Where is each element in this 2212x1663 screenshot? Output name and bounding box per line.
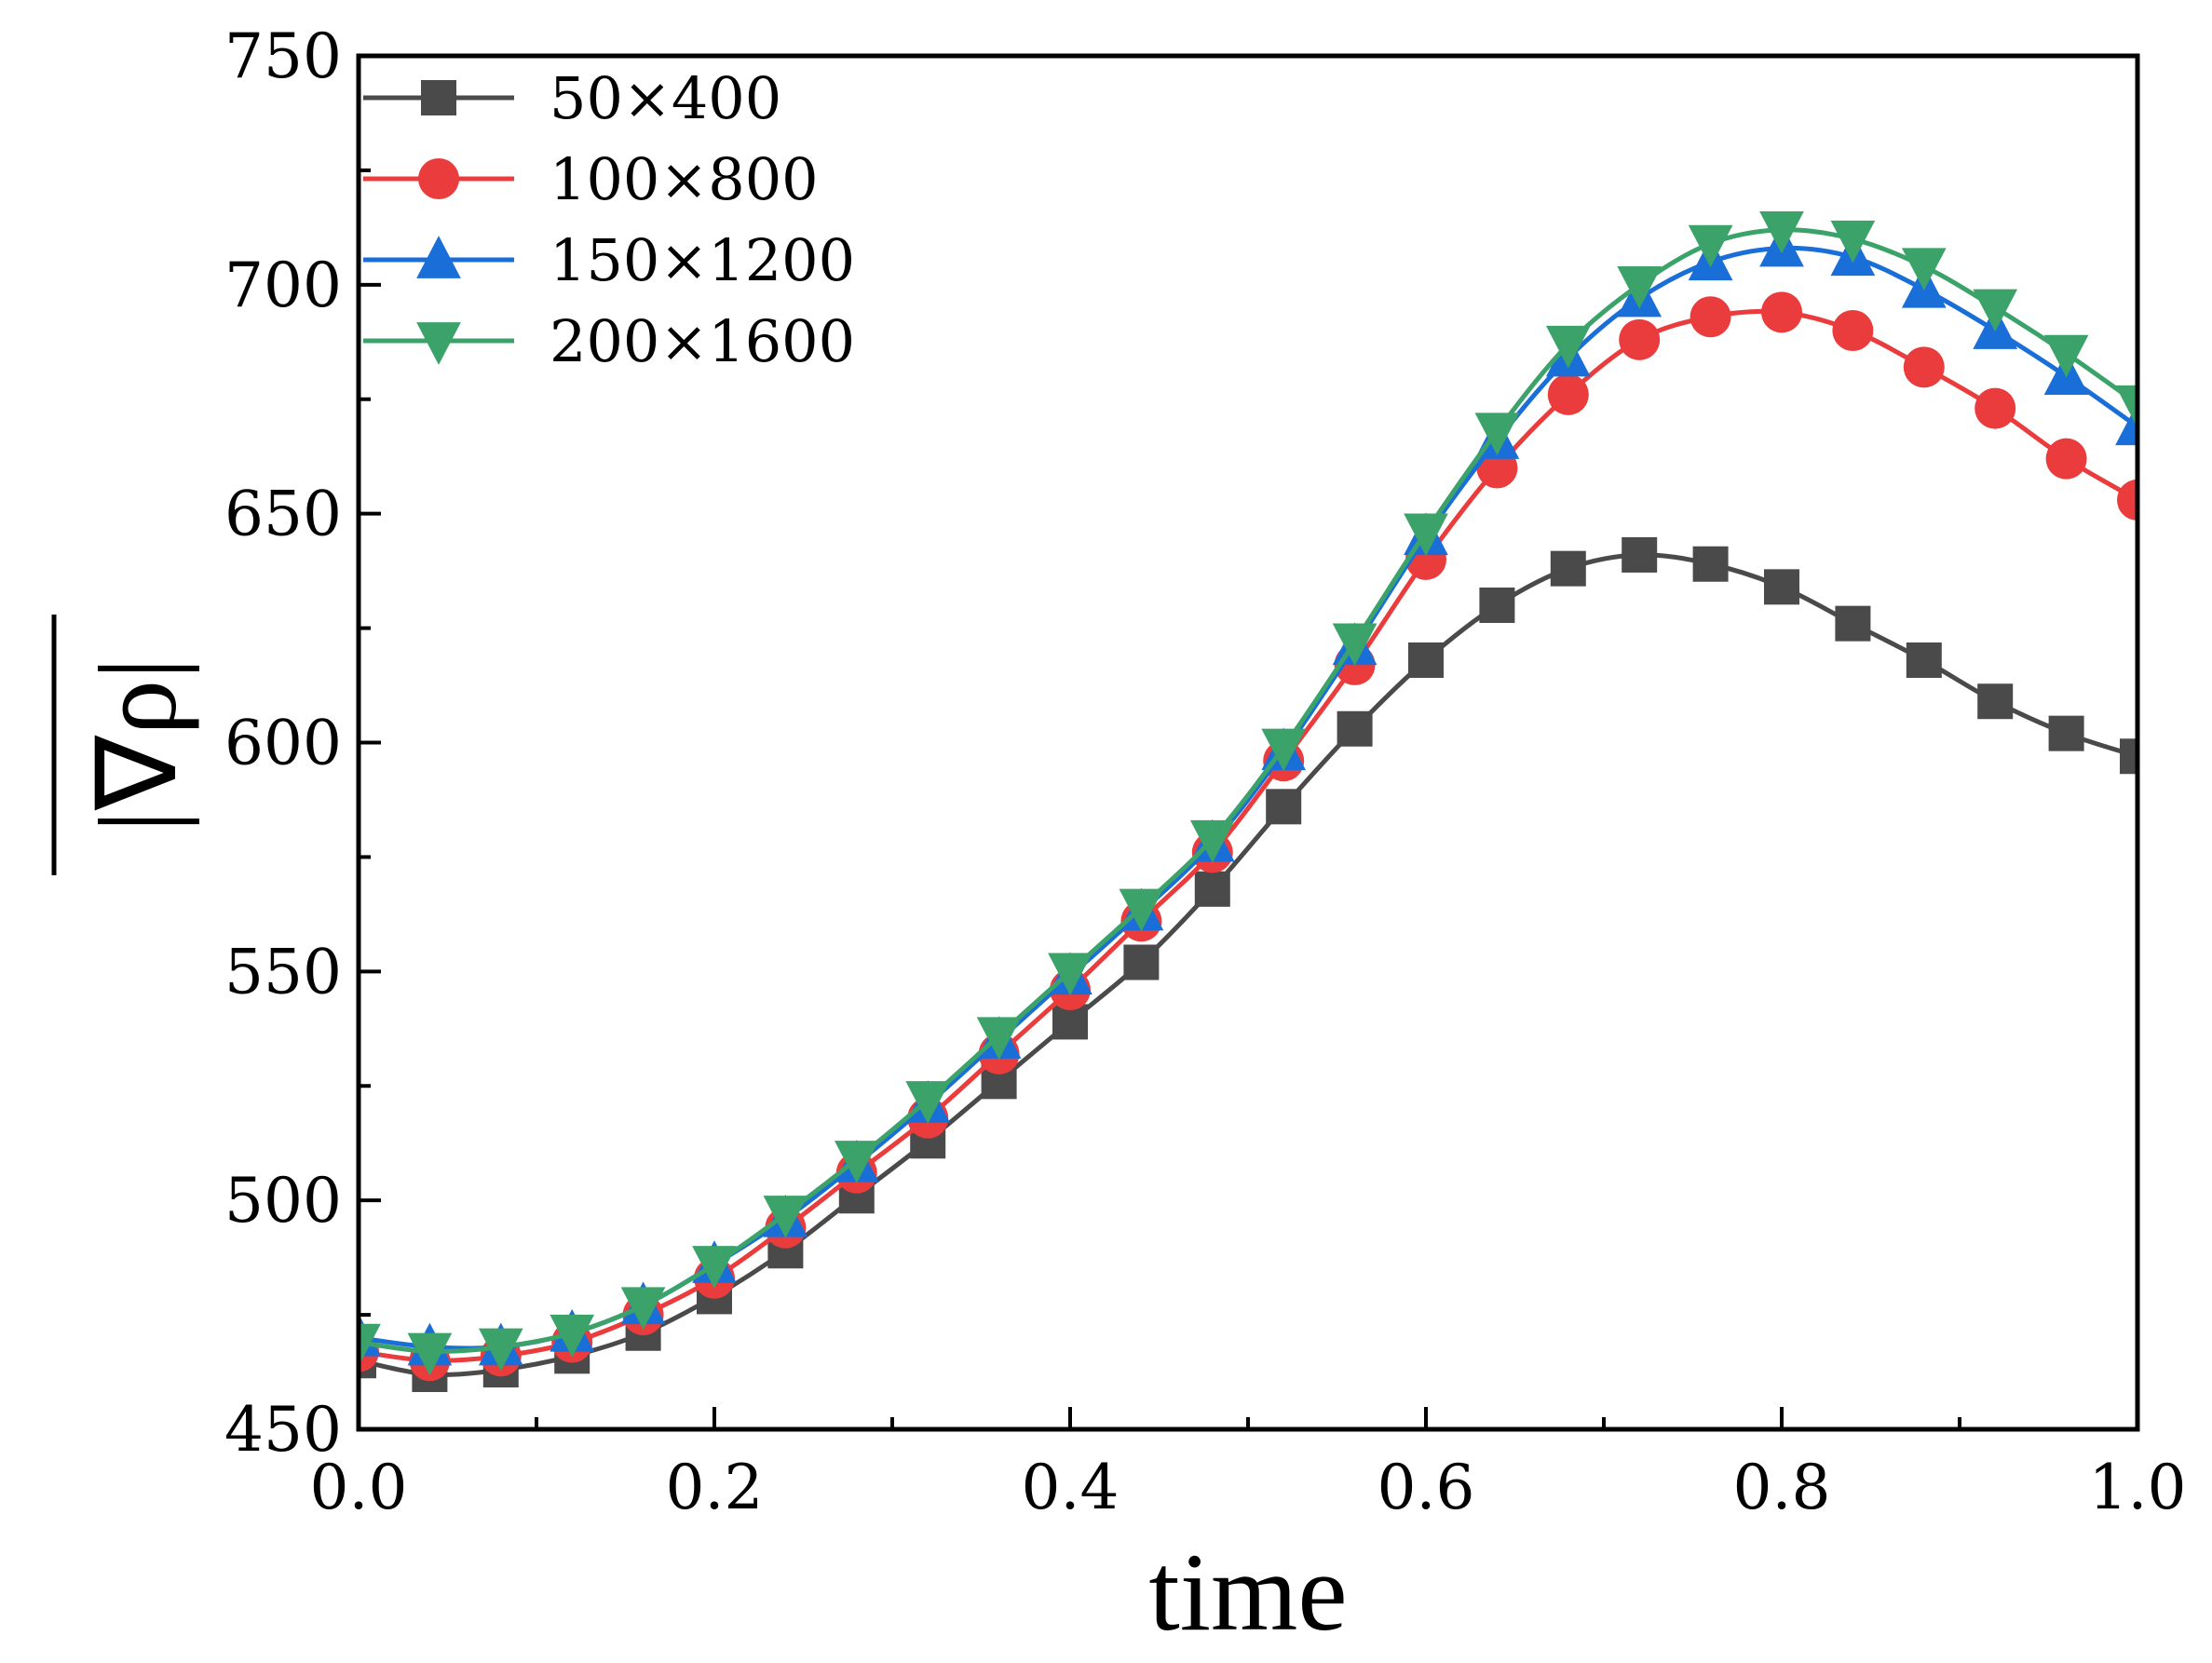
series-line-3 — [359, 227, 2137, 1355]
series-1-point-25 — [2117, 479, 2137, 521]
y-ticks: 450 500 550 600 650 700 750 — [224, 20, 381, 1466]
x-axis-label: time — [1148, 1530, 1347, 1654]
series-1-point-17 — [1547, 373, 1589, 415]
series-3-point-11 — [1119, 888, 1164, 932]
legend-label-3: 200×1600 — [550, 307, 855, 375]
series-3-point-8 — [905, 1081, 951, 1124]
series-line-0 — [359, 552, 2137, 1377]
legend-label-0: 50×400 — [550, 64, 781, 132]
series-3-point-25 — [2115, 385, 2137, 428]
y-axis-label: |∇ρ| — [75, 657, 199, 832]
x-ticks: 0.0 0.2 0.4 0.6 0.8 1.0 — [310, 1407, 2187, 1523]
series-0-point-16 — [1479, 588, 1515, 623]
series-3-point-2 — [478, 1328, 523, 1372]
x-tick-label-1: 0.2 — [666, 1452, 764, 1523]
series-3-point-23 — [1973, 289, 2018, 332]
series-0-point-25 — [2120, 738, 2137, 775]
series-3-point-15 — [1404, 513, 1448, 557]
series-3-point-9 — [976, 1017, 1022, 1061]
series-0-point-13 — [1266, 789, 1302, 825]
y-tick-label-1: 500 — [224, 1165, 342, 1237]
series-3-point-20 — [1759, 210, 1804, 254]
series-0-point-20 — [1764, 569, 1799, 605]
series-3-point-4 — [620, 1287, 666, 1331]
y-tick-label-2: 550 — [224, 936, 342, 1007]
series-line-1 — [359, 308, 2137, 1363]
series-3-point-10 — [1048, 953, 1092, 996]
plot-frame — [356, 53, 2140, 1432]
x-tick-label-2: 0.4 — [1022, 1452, 1120, 1523]
series-0-point-21 — [1835, 605, 1871, 642]
series-0-point-18 — [1622, 536, 1658, 573]
series-3-point-17 — [1545, 325, 1591, 369]
legend-marker-2 — [416, 236, 461, 278]
legend: 50×400 100×800 150×1200 200×1600 — [363, 64, 855, 375]
y-tick-label-5: 700 — [224, 250, 342, 321]
series-0-point-19 — [1692, 546, 1729, 582]
series-1 — [359, 291, 2137, 1382]
series-layer — [359, 210, 2137, 1392]
legend-marker-3 — [416, 322, 461, 365]
series-0-point-24 — [2048, 715, 2084, 751]
series-3-point-21 — [1830, 220, 1876, 264]
y-tick-label-6: 750 — [224, 20, 342, 92]
series-3-point-19 — [1688, 224, 1733, 268]
series-3-point-18 — [1617, 265, 1662, 309]
series-3-point-5 — [692, 1246, 737, 1289]
series-0-point-12 — [1194, 871, 1230, 907]
x-tick-label-0: 0.0 — [310, 1452, 408, 1523]
series-1-point-20 — [1761, 291, 1802, 333]
series-3-point-16 — [1474, 412, 1520, 456]
legend-label-2: 150×1200 — [550, 226, 855, 294]
series-3-point-3 — [550, 1314, 595, 1358]
series-3-point-12 — [1189, 819, 1235, 863]
x-tick-label-3: 0.6 — [1377, 1452, 1475, 1523]
series-1-point-21 — [1832, 310, 1874, 351]
series-0-point-14 — [1337, 710, 1373, 747]
series-3-point-24 — [2043, 334, 2089, 378]
series-3-point-6 — [763, 1196, 808, 1238]
legend-marker-0 — [421, 80, 456, 115]
series-0-point-11 — [1123, 944, 1160, 980]
series-3-point-14 — [1332, 623, 1377, 667]
series-0-point-15 — [1408, 642, 1444, 678]
x-tick-label-4: 0.8 — [1733, 1452, 1831, 1523]
x-tick-label-5: 1.0 — [2089, 1452, 2187, 1523]
y-tick-label-4: 650 — [224, 479, 342, 550]
series-1-point-22 — [1903, 346, 1945, 388]
series-0-point-22 — [1906, 642, 1942, 678]
series-3-point-13 — [1261, 728, 1307, 772]
series-1-point-18 — [1619, 318, 1661, 360]
legend-marker-1 — [418, 158, 459, 199]
y-tick-label-0: 450 — [224, 1394, 342, 1466]
series-0-point-23 — [1977, 683, 2014, 720]
series-3-point-1 — [407, 1332, 453, 1376]
legend-label-1: 100×800 — [550, 145, 819, 213]
series-1-point-23 — [1975, 387, 2016, 429]
series-3-point-22 — [1901, 248, 1947, 291]
series-3-point-0 — [359, 1323, 381, 1367]
series-3-point-7 — [834, 1141, 879, 1183]
series-0-point-17 — [1550, 550, 1586, 587]
series-1-point-24 — [2045, 438, 2087, 480]
series-1-point-19 — [1690, 296, 1731, 338]
series-3 — [359, 210, 2137, 1376]
y-tick-label-3: 600 — [224, 708, 342, 779]
series-0 — [359, 536, 2137, 1392]
